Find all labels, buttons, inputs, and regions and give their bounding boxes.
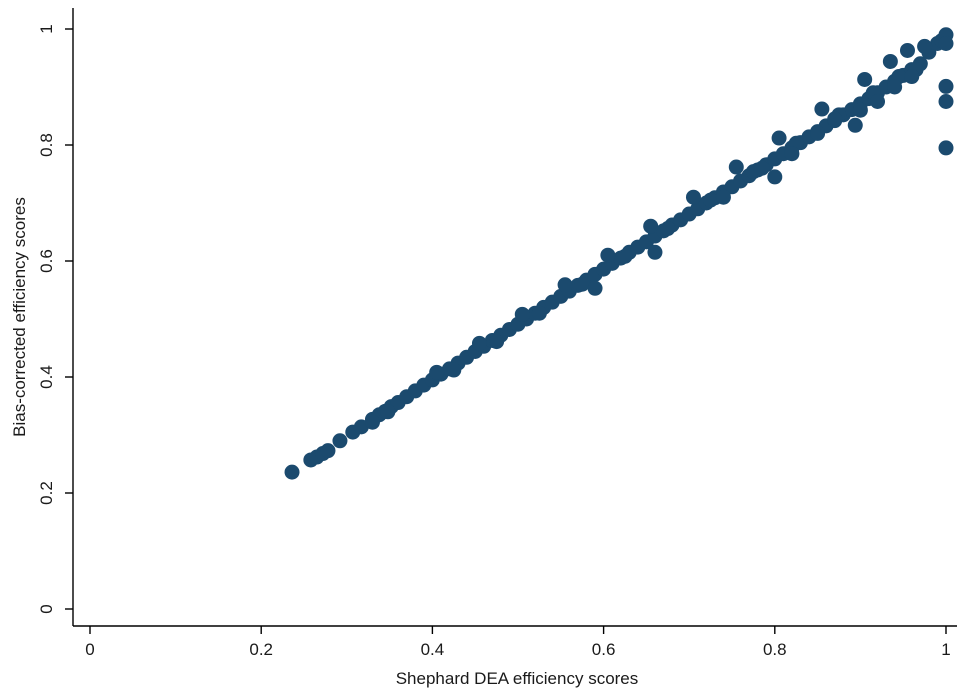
data-point [827, 111, 843, 127]
data-point [771, 130, 787, 146]
y-tick-label: 0.4 [37, 365, 56, 389]
data-point [364, 414, 380, 430]
data-point [284, 464, 300, 480]
data-point [643, 218, 659, 234]
data-point [320, 443, 336, 459]
data-point [938, 94, 954, 109]
data-point [647, 244, 663, 260]
data-point [870, 94, 886, 109]
data-point [429, 364, 445, 380]
data-point [617, 248, 633, 264]
data-point [810, 125, 826, 141]
data-point [703, 192, 719, 208]
y-tick-label: 0.2 [37, 481, 56, 505]
data-point [587, 280, 603, 296]
data-point [938, 36, 954, 51]
data-point [660, 221, 676, 237]
x-axis-title: Shephard DEA efficiency scores [396, 669, 639, 688]
data-point [600, 247, 616, 263]
y-tick-label: 1 [37, 24, 56, 33]
data-point [887, 79, 903, 95]
y-axis-title: Bias-corrected efficiency scores [10, 197, 29, 437]
data-point [767, 169, 783, 185]
x-tick-label: 0.8 [763, 640, 787, 659]
data-point [715, 189, 731, 205]
data-point [489, 334, 505, 350]
data-point [332, 433, 348, 449]
x-tick-label: 0.6 [592, 640, 616, 659]
data-point [514, 306, 530, 322]
data-point [904, 69, 920, 85]
data-point [784, 146, 800, 162]
data-point [847, 117, 863, 133]
axes [72, 8, 957, 627]
data-point [531, 305, 547, 321]
data-point [899, 42, 915, 58]
ticks: 0 0.2 0.4 0.6 0.8 1 0 0.2 0.4 0.6 0.8 1 [37, 24, 951, 659]
x-tick-label: 0.4 [421, 640, 445, 659]
y-tick-label: 0.8 [37, 133, 56, 157]
data-point [857, 71, 873, 87]
data-point [557, 277, 573, 293]
data-point [471, 335, 487, 351]
data-point [380, 404, 396, 420]
data-point [574, 276, 590, 292]
data-point [938, 78, 954, 94]
data-point [852, 102, 868, 118]
y-tick-label: 0.6 [37, 249, 56, 273]
x-tick-label: 0.2 [249, 640, 273, 659]
data-point [938, 140, 954, 156]
x-tick-label: 0 [85, 640, 94, 659]
data-point [728, 159, 744, 175]
data-point [446, 362, 462, 378]
data-point [814, 101, 830, 117]
data-point [685, 189, 701, 205]
data-point [754, 160, 770, 176]
data-point [917, 38, 933, 54]
data-point [882, 53, 898, 69]
y-tick-label: 0 [37, 604, 56, 613]
data-points [284, 27, 954, 480]
x-tick-label: 1 [941, 640, 950, 659]
